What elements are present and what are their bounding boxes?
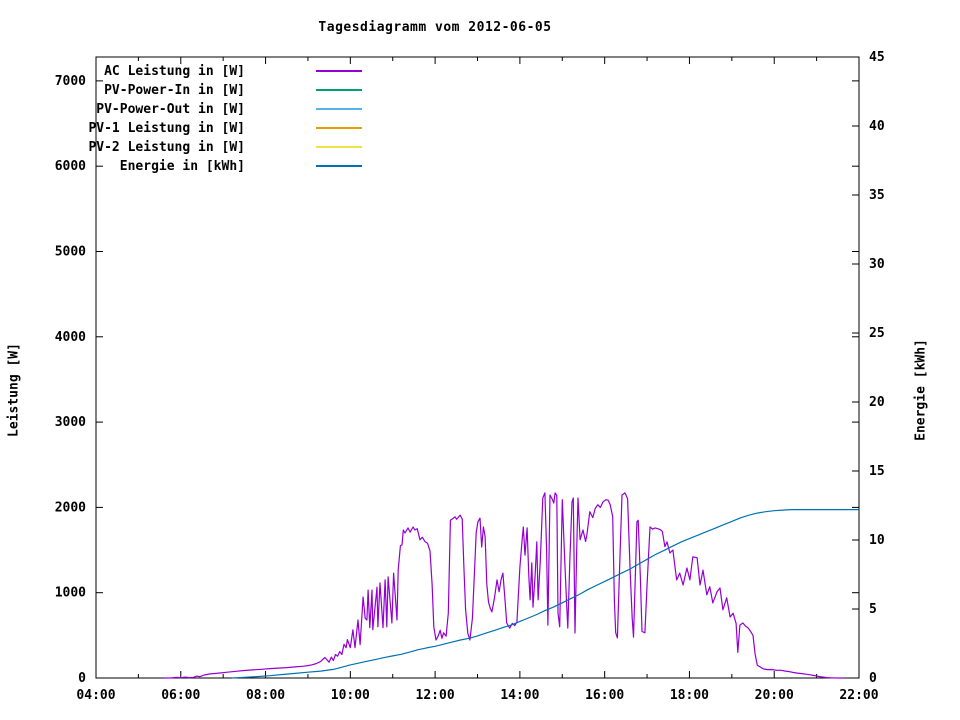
y-tick-label: 1000 (55, 586, 86, 601)
legend-label-pv-power-in: PV-Power-In in [W] (104, 83, 245, 98)
x-tick-label: 22:00 (839, 688, 878, 703)
y2-tick-label: 0 (869, 671, 877, 686)
y-tick-label: 4000 (55, 330, 86, 345)
x-tick-label: 14:00 (500, 688, 539, 703)
legend-swatch-pv1 (316, 127, 362, 129)
y2-tick-label: 25 (869, 326, 885, 341)
x-tick-label: 04:00 (76, 688, 115, 703)
y-tick-label: 5000 (55, 244, 86, 259)
chart-title: Tagesdiagramm vom 2012-06-05 (318, 20, 552, 35)
x-tick-label: 12:00 (416, 688, 455, 703)
y2-tick-label: 10 (869, 533, 885, 548)
y-tick-label: 3000 (55, 415, 86, 430)
legend-label-pv1: PV-1 Leistung in [W] (88, 121, 245, 136)
y2-tick-label: 35 (869, 188, 885, 203)
y2-tick-label: 15 (869, 464, 885, 479)
legend-label-energie: Energie in [kWh] (119, 159, 245, 174)
x-tick-label: 10:00 (331, 688, 370, 703)
x-tick-label: 20:00 (755, 688, 794, 703)
legend-swatch-pv-power-out (316, 108, 362, 110)
legend-swatch-energie (316, 165, 362, 167)
y-tick-label: 0 (78, 671, 86, 686)
x-tick-label: 16:00 (585, 688, 624, 703)
y-tick-label: 2000 (55, 500, 86, 515)
y-axis-label: Leistung [W] (6, 343, 22, 437)
legend-swatch-pv2 (316, 146, 362, 148)
y2-axis-label: Energie [kWh] (913, 339, 929, 441)
legend-label-pv-power-out: PV-Power-Out in [W] (96, 102, 245, 117)
legend-swatch-pv-power-in (316, 89, 362, 91)
y2-tick-label: 30 (869, 257, 885, 272)
legend-label-pv2: PV-2 Leistung in [W] (88, 140, 245, 155)
y-tick-label: 6000 (55, 159, 86, 174)
series-line-0 (163, 492, 845, 679)
series-line-5 (231, 509, 859, 679)
y-tick-label: 7000 (55, 74, 86, 89)
x-tick-label: 06:00 (161, 688, 200, 703)
y2-tick-label: 40 (869, 119, 885, 134)
y2-tick-label: 45 (869, 50, 885, 65)
x-tick-label: 08:00 (246, 688, 285, 703)
y2-tick-label: 5 (869, 602, 877, 617)
y2-tick-label: 20 (869, 395, 885, 410)
legend-label-ac: AC Leistung in [W] (104, 64, 245, 79)
legend-swatch-ac (316, 70, 362, 72)
x-tick-label: 18:00 (670, 688, 709, 703)
